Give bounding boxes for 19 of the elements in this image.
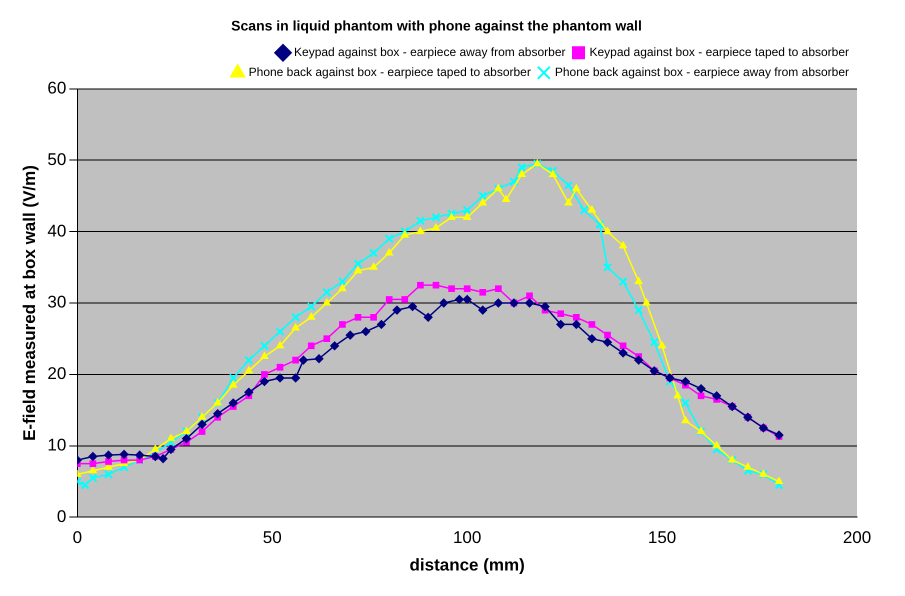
y-axis-title: E-field measured at box wall (V/m) — [20, 165, 39, 441]
legend-label: Phone back against box - earpiece away from absorber — [554, 65, 850, 80]
chart-title: Scans in liquid phantom with phone against the phantom wall — [231, 17, 642, 34]
x-tick-label: 200 — [842, 528, 872, 548]
y-tick-label: 30 — [47, 292, 66, 312]
x-tick-label: 150 — [648, 528, 676, 548]
y-tick-label: 20 — [47, 364, 66, 384]
x-tick-label: 100 — [452, 528, 482, 548]
y-tick-label: 0 — [56, 506, 66, 526]
y-tick-label: 10 — [47, 435, 66, 454]
x-tick-label: 0 — [72, 528, 82, 548]
legend-label: Phone back against box - earpiece taped to absorber — [248, 65, 531, 80]
x-axis-title: distance (mm) — [410, 555, 525, 574]
y-tick-label: 60 — [47, 78, 66, 98]
y-tick-label: 40 — [47, 221, 66, 240]
legend-label: Keypad against box - earpiece away from absorber — [294, 45, 566, 60]
x-tick-label: 50 — [262, 528, 282, 548]
legend-label: Keypad against box - earpiece taped to absorber — [589, 45, 850, 60]
y-tick-label: 50 — [47, 150, 66, 169]
